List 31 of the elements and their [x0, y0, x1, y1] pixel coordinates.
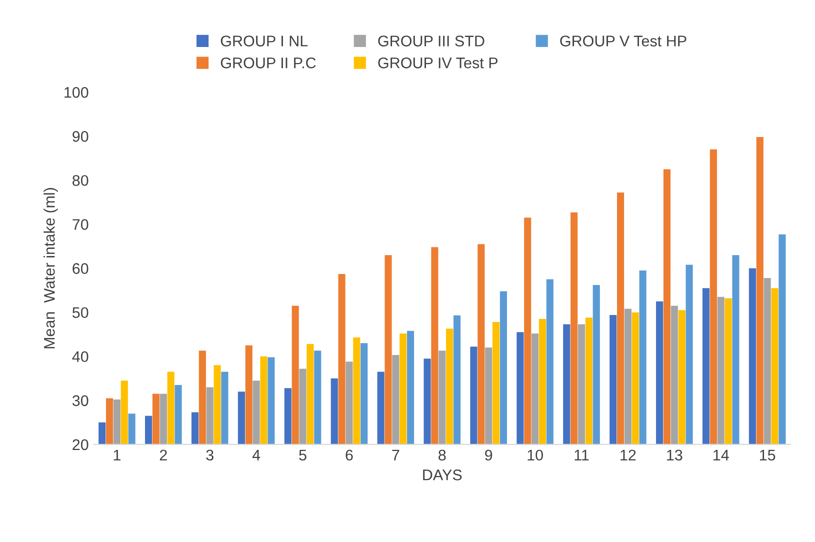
legend-label: GROUP II P.C — [220, 58, 316, 68]
legend-label: GROUP V Test HP — [560, 36, 686, 46]
legend-label: GROUP IV Test P — [378, 58, 498, 68]
x-tick-label: 10 — [528, 450, 543, 461]
y-tick-label: 90 — [72, 131, 88, 142]
x-tick-label: 11 — [574, 450, 589, 460]
x-axis-title: DAYS — [423, 470, 462, 480]
y-tick-label: 30 — [72, 395, 88, 406]
x-tick-label: 1 — [114, 450, 120, 460]
x-tick-label: 15 — [760, 450, 776, 461]
legend-label: GROUP III STD — [378, 36, 484, 46]
y-tick-label: 40 — [72, 351, 88, 362]
x-tick-label: 9 — [485, 450, 492, 461]
y-tick-label: 20 — [72, 439, 88, 450]
x-tick-label: 3 — [206, 450, 214, 461]
y-tick-label: 100 — [64, 87, 88, 98]
x-tick-label: 7 — [392, 450, 400, 460]
x-tick-label: 14 — [714, 450, 729, 460]
x-tick-label: 5 — [299, 450, 306, 461]
y-tick-label: 60 — [72, 263, 88, 274]
y-tick-label: 70 — [72, 219, 88, 230]
legend-label: GROUP I NL — [220, 36, 308, 46]
x-tick-label: 2 — [160, 450, 167, 460]
y-axis-title: Mean Water intake (ml) — [44, 188, 58, 348]
x-tick-label: 13 — [667, 450, 682, 461]
x-tick-label: 4 — [252, 450, 260, 460]
y-tick-label: 50 — [72, 307, 88, 318]
x-tick-label: 6 — [346, 450, 353, 461]
y-tick-label: 80 — [72, 175, 88, 186]
x-tick-label: 8 — [438, 450, 446, 461]
x-tick-label: 12 — [620, 450, 636, 460]
